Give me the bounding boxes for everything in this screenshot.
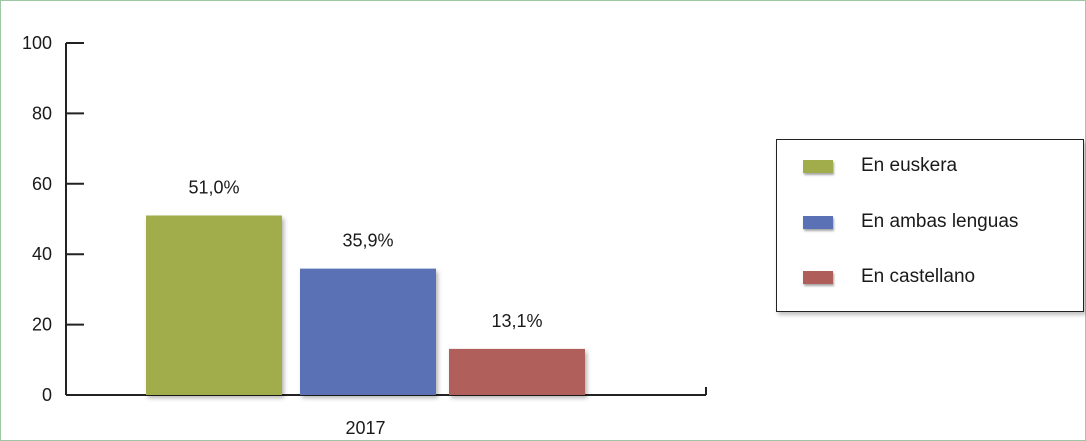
x-tick-label: 2017 [345, 418, 385, 438]
chart-legend: En euskera En ambas lenguas En castellan… [776, 139, 1084, 312]
y-tick-label: 100 [22, 33, 52, 53]
y-tick-label: 0 [42, 385, 52, 405]
legend-item-ambas: En ambas lenguas [803, 210, 1018, 234]
legend-swatch-euskera [803, 159, 833, 173]
y-tick-label: 60 [32, 174, 52, 194]
y-tick-label: 40 [32, 244, 52, 264]
bar-value-label: 13,1% [491, 311, 542, 331]
y-tick-label: 80 [32, 103, 52, 123]
legend-swatch-ambas [803, 215, 833, 229]
bar-euskera [146, 215, 282, 395]
legend-item-euskera: En euskera [803, 154, 957, 178]
y-tick-label: 20 [32, 315, 52, 335]
legend-swatch-castellano [803, 270, 833, 284]
bar-castellano [449, 348, 585, 395]
bar-value-label: 51,0% [188, 177, 239, 197]
legend-label-euskera: En euskera [861, 155, 958, 176]
legend-label-castellano: En castellano [861, 266, 976, 287]
bar-value-label: 35,9% [342, 231, 393, 251]
legend-label-ambas: En ambas lenguas [861, 211, 1019, 232]
bar-ambas [300, 268, 436, 395]
legend-item-castellano: En castellano [803, 265, 975, 289]
